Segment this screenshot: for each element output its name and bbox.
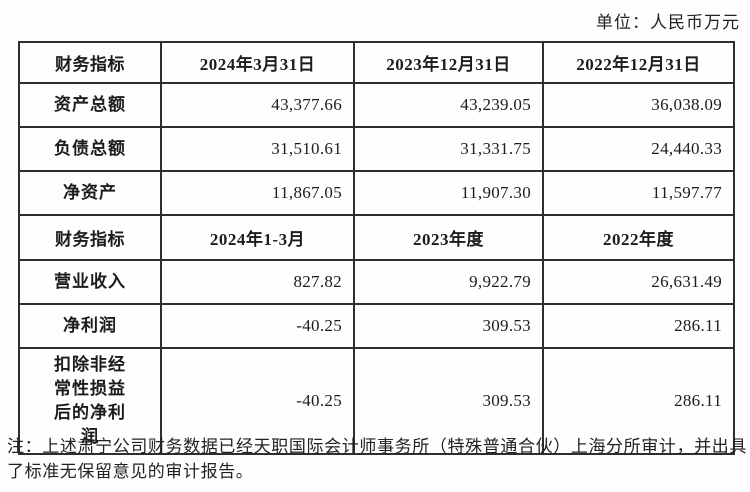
cell-value: 11,907.30 — [353, 170, 544, 216]
table-header-row-balance: 财务指标 2024年3月31日 2023年12月31日 2022年12月31日 — [18, 41, 735, 84]
column-header-date-1: 2024年3月31日 — [160, 41, 355, 84]
column-header-period-1: 2024年1-3月 — [160, 214, 355, 261]
row-label: 净资产 — [18, 170, 162, 216]
audit-note: 注：上述肃宁公司财务数据已经天职国际会计师事务所（特殊普通合伙）上海分所审计，并… — [7, 437, 747, 481]
cell-value: 43,377.66 — [160, 82, 355, 128]
cell-value: 11,867.05 — [160, 170, 355, 216]
table-row-total-liabilities: 负债总额 31,510.61 31,331.75 24,440.33 — [18, 126, 735, 172]
row-label: 扣除非经常性损益后的净利润 — [18, 347, 162, 455]
financial-indicators-table: 财务指标 2024年3月31日 2023年12月31日 2022年12月31日 … — [18, 41, 735, 455]
cell-value: 286.11 — [542, 347, 735, 455]
cell-value: -40.25 — [160, 303, 355, 349]
cell-value: 309.53 — [353, 347, 544, 455]
cell-value: 11,597.77 — [542, 170, 735, 216]
table-row-net-profit-after-nonrecurring: 扣除非经常性损益后的净利润 -40.25 309.53 286.11 — [18, 347, 735, 455]
cell-value: 31,331.75 — [353, 126, 544, 172]
column-header-indicator: 财务指标 — [18, 214, 162, 261]
row-label: 负债总额 — [18, 126, 162, 172]
row-label: 净利润 — [18, 303, 162, 349]
cell-value: 9,922.79 — [353, 259, 544, 305]
cell-value: 36,038.09 — [542, 82, 735, 128]
cell-value: 286.11 — [542, 303, 735, 349]
column-header-date-2: 2023年12月31日 — [353, 41, 544, 84]
column-header-indicator: 财务指标 — [18, 41, 162, 84]
table-header-row-income: 财务指标 2024年1-3月 2023年度 2022年度 — [18, 214, 735, 261]
column-header-date-3: 2022年12月31日 — [542, 41, 735, 84]
cell-value: -40.25 — [160, 347, 355, 455]
table-row-total-assets: 资产总额 43,377.66 43,239.05 36,038.09 — [18, 82, 735, 128]
cell-value: 24,440.33 — [542, 126, 735, 172]
column-header-period-3: 2022年度 — [542, 214, 735, 261]
table-row-net-profit: 净利润 -40.25 309.53 286.11 — [18, 303, 735, 349]
cell-value: 309.53 — [353, 303, 544, 349]
row-label: 营业收入 — [18, 259, 162, 305]
row-label: 资产总额 — [18, 82, 162, 128]
unit-label: 单位：人民币万元 — [596, 13, 740, 32]
cell-value: 31,510.61 — [160, 126, 355, 172]
table-row-operating-revenue: 营业收入 827.82 9,922.79 26,631.49 — [18, 259, 735, 305]
table-row-net-assets: 净资产 11,867.05 11,907.30 11,597.77 — [18, 170, 735, 216]
cell-value: 827.82 — [160, 259, 355, 305]
cell-value: 26,631.49 — [542, 259, 735, 305]
column-header-period-2: 2023年度 — [353, 214, 544, 261]
cell-value: 43,239.05 — [353, 82, 544, 128]
